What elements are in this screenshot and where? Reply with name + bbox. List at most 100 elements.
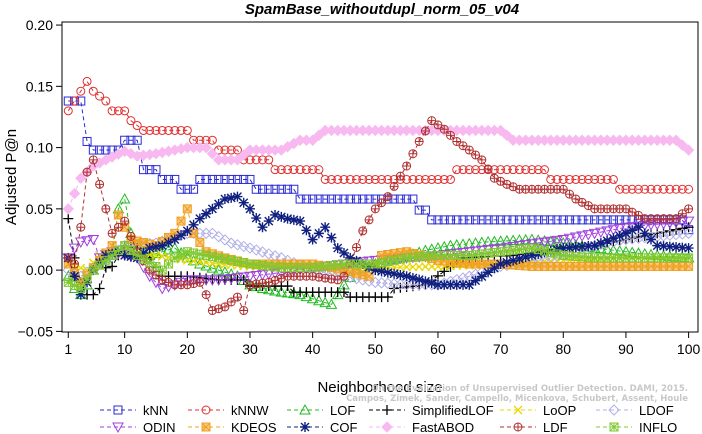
point-odin — [68, 243, 81, 255]
point-knn — [182, 184, 192, 194]
point-lof — [212, 264, 225, 275]
point-inflo — [170, 253, 180, 263]
point-odin — [607, 225, 620, 236]
point-cof — [232, 191, 243, 202]
point-cof — [671, 242, 682, 253]
point-odin — [231, 273, 244, 284]
point-cof — [226, 192, 237, 203]
point-knnw — [659, 184, 669, 194]
point-odin — [181, 275, 194, 286]
x-axis: 1 10 20 30 40 50 60 70 80 90 100 — [64, 332, 700, 357]
point-ldf — [389, 181, 399, 191]
point-ldf — [232, 292, 242, 302]
point-odin — [212, 275, 225, 286]
point-ldf — [402, 161, 412, 171]
point-odin — [87, 234, 100, 246]
point-odin — [81, 236, 93, 247]
legend-item-knnw: kNNW — [188, 403, 269, 418]
plot-frame — [61, 21, 699, 333]
point-knnw — [615, 184, 625, 194]
legend-marker-lof — [299, 403, 311, 415]
point-knn — [308, 194, 318, 204]
point-cof — [320, 222, 331, 233]
point-inflo — [95, 260, 105, 270]
point-knn — [496, 215, 506, 225]
point-cof — [495, 258, 506, 269]
legend-marker-simplifiedlof — [382, 405, 392, 415]
point-knn — [402, 194, 412, 204]
point-fastabod — [206, 148, 219, 160]
point-knnw — [552, 174, 562, 184]
point-knn — [63, 96, 73, 106]
point-knnw — [126, 116, 136, 126]
point-odin — [601, 226, 613, 237]
legend-label: LoOP — [543, 403, 576, 418]
point-ldof — [219, 234, 231, 246]
point-cof — [69, 271, 80, 282]
point-cof — [677, 242, 688, 253]
point-ldf — [427, 116, 437, 126]
point-knn — [521, 215, 531, 225]
point-kdeos — [182, 204, 192, 214]
legend-label: SimplifiedLOF — [412, 403, 494, 418]
point-knn — [170, 174, 180, 184]
point-knn — [88, 145, 98, 155]
point-knn — [408, 194, 418, 204]
point-knn — [546, 215, 556, 225]
point-knn — [439, 215, 449, 225]
point-ldf — [439, 124, 449, 134]
point-inflo — [389, 255, 399, 265]
point-cof — [620, 228, 631, 239]
point-cof — [646, 234, 657, 245]
point-cof — [338, 247, 349, 258]
point-ldf — [151, 270, 161, 280]
point-inflo — [82, 274, 92, 284]
point-knn — [226, 174, 236, 184]
point-cof — [652, 240, 663, 251]
point-inflo — [370, 259, 380, 269]
point-cof — [526, 250, 537, 261]
point-ldf — [239, 306, 249, 316]
x-tick-label: 90 — [618, 341, 634, 357]
point-ldf — [352, 242, 362, 252]
point-knn — [157, 174, 167, 184]
point-lof — [595, 242, 607, 254]
point-knn — [558, 215, 568, 225]
point-simplifiedlof — [382, 292, 393, 303]
point-knn — [489, 215, 499, 225]
point-ldof — [212, 230, 225, 243]
point-cof — [282, 213, 293, 224]
point-ldf — [226, 297, 236, 307]
point-cof — [464, 279, 475, 290]
point-knnw — [283, 165, 293, 175]
point-knn — [552, 215, 562, 225]
legend-label: kNNW — [231, 403, 269, 418]
point-knn — [289, 184, 299, 194]
x-tick-label: 40 — [305, 341, 321, 357]
point-knn — [232, 174, 242, 184]
point-inflo — [464, 250, 474, 260]
point-cof — [395, 270, 406, 281]
series-fastabod — [62, 124, 695, 215]
point-ldf — [671, 214, 681, 224]
point-ldf — [627, 207, 637, 217]
point-knnw — [489, 165, 499, 175]
point-cof — [345, 252, 356, 263]
point-ldof — [676, 228, 689, 240]
point-knn — [138, 165, 148, 175]
point-cof — [602, 235, 613, 246]
point-knnw — [558, 174, 568, 184]
point-knn — [295, 194, 305, 204]
point-odin — [194, 275, 206, 286]
point-knn — [514, 215, 524, 225]
point-knnw — [521, 165, 531, 175]
point-cof — [445, 279, 456, 290]
point-ldof — [657, 230, 670, 242]
point-inflo — [101, 255, 111, 265]
point-knn — [251, 184, 261, 194]
point-fastabod — [313, 129, 325, 142]
series-knnw — [63, 76, 694, 194]
point-knnw — [295, 165, 305, 175]
point-knnw — [132, 121, 142, 131]
